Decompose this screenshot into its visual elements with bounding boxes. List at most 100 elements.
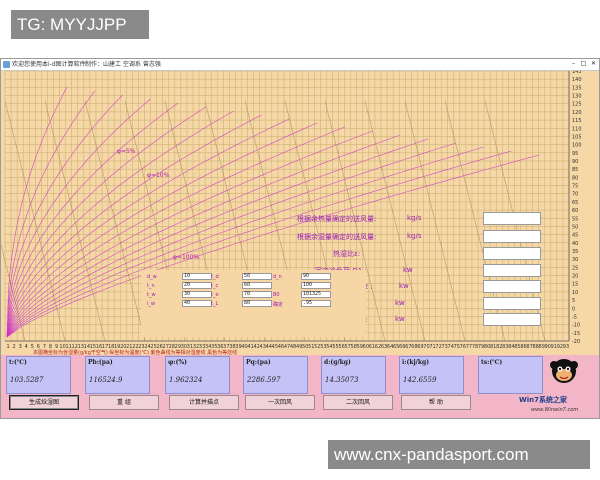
x-tick-label: 76 [460,344,466,350]
y-tick-label: 45 [572,233,578,239]
x-tick-label: 72 [435,344,441,350]
input-label: d_n [273,274,282,280]
input-field[interactable]: 20 [182,282,212,289]
secondary-return-air-button[interactable]: 二次回风 [323,395,393,410]
help-button[interactable]: 帮 助 [401,395,471,410]
watermark-top: TG: MYYJJPP [11,10,149,39]
calc-output-box [483,264,541,277]
x-tick-label: 24 [144,344,150,350]
input-field[interactable]: 70 [242,291,272,298]
calc-output-box [483,313,541,326]
rh-curve [6,150,512,338]
rh-curve [6,90,96,338]
close-icon[interactable]: ✕ [590,60,597,67]
primary-return-air-button[interactable]: 一次回风 [245,395,315,410]
x-tick-label: 51 [308,344,314,350]
input-field[interactable]: 80 [242,300,272,307]
input-label: 确定 [273,302,284,308]
calc-unit: kg/s [407,214,422,222]
maximize-icon[interactable]: □ [580,60,587,67]
calc-unit: kw [399,282,409,290]
y-tick-label: 130 [572,94,582,100]
input-field[interactable]: 50 [242,273,272,280]
y-tick-label: 120 [572,110,582,116]
window-title: 欢迎您使用本i-d图计算软件 [12,61,86,68]
menu-item-author[interactable]: 制作：山建工 空调系 曾志强 [85,61,161,68]
enthalpy-line [4,100,66,342]
calc-unit: kw [395,299,405,307]
input-field[interactable]: 100 [301,282,331,289]
input-field[interactable]: 30 [182,291,212,298]
x-tick-label: 21 [126,344,132,350]
mascot-icon [550,359,578,383]
minimize-icon[interactable]: – [572,60,575,67]
x-tick-label: 54 [326,344,332,350]
calculate-plot-button[interactable]: 计算并描点 [169,395,239,410]
generate-chart-button[interactable]: 生成焓湿图 [9,395,79,410]
x-tick-label: 39 [235,344,241,350]
x-tick-label: 17 [102,344,108,350]
x-tick-label: 27 [163,344,169,350]
input-label: d_w [147,274,157,280]
y-tick-label: 125 [572,102,582,108]
input-field[interactable]: 10 [182,273,212,280]
y-tick-label: 145 [572,71,582,75]
input-field[interactable]: 40 [182,300,212,307]
x-tick-label: 60 [363,344,369,350]
result-value: 103.5287 [10,376,44,384]
rh-curve [6,122,318,338]
reset-button[interactable]: 重 组 [89,395,159,410]
result-box: φ:(%) 1.962324 [165,356,230,394]
x-tick-label: 31 [187,344,193,350]
y-tick-label: -20 [572,339,580,345]
result-label: t:(℃) [9,359,27,366]
x-tick-label: 28 [169,344,175,350]
x-tick-label: 32 [193,344,199,350]
enthalpy-line [404,100,466,342]
enthalpy-line [324,100,386,342]
result-value: 116524.9 [89,376,123,384]
calc-output-box [483,230,541,243]
y-tick-label: 10 [572,290,578,296]
x-tick-label: 46 [278,344,284,350]
x-tick-label: 33 [199,344,205,350]
rh-curve [6,110,234,338]
x-tick-label: 49 [296,344,302,350]
result-box: ts:(℃) [478,356,543,394]
x-tick-label: 11 [65,344,71,350]
x-tick-label: 48 [290,344,296,350]
x-tick-label: 15 [90,344,96,350]
rh-curve [6,86,68,338]
x-tick-label: 22 [132,344,138,350]
x-tick-label: 79 [478,344,484,350]
x-tick-label: 6 [37,344,40,350]
result-value: 14.35073 [325,376,359,384]
chart-note: 本图横坐标为含湿量(g/kg干空气) 纵坐标为温度(℃) 紫色曲线为等相对湿度线… [33,350,238,356]
x-tick-label: 64 [387,344,393,350]
y-tick-label: -10 [572,323,580,329]
curve-label: φ=100% [173,254,199,261]
watermark-bottom: www.cnx-pandasport.com [328,440,590,469]
input-field[interactable]: 101325 [301,291,331,298]
y-tick-label: 85 [572,167,578,173]
input-field[interactable]: 90 [301,273,331,280]
enthalpy-line [364,100,426,342]
x-tick-label: 18 [108,344,114,350]
input-field[interactable]: .95 [301,300,331,307]
win7-url: www.Winwin7.com [531,407,579,413]
x-tick-label: 62 [375,344,381,350]
input-field[interactable]: 60 [242,282,272,289]
x-tick-label: 59 [357,344,363,350]
result-label: d:(g/kg) [324,359,351,366]
x-tick-label: 42 [253,344,259,350]
x-tick-label: 14 [84,344,90,350]
y-tick-label: 135 [572,85,582,91]
y-tick-label: -15 [572,331,580,337]
result-value: 142.6559 [403,376,437,384]
input-label: t_w [147,292,156,298]
x-tick-label: 66 [399,344,405,350]
rh-curve [6,154,540,338]
x-tick-label: 34 [205,344,211,350]
rh-curve [6,94,123,338]
